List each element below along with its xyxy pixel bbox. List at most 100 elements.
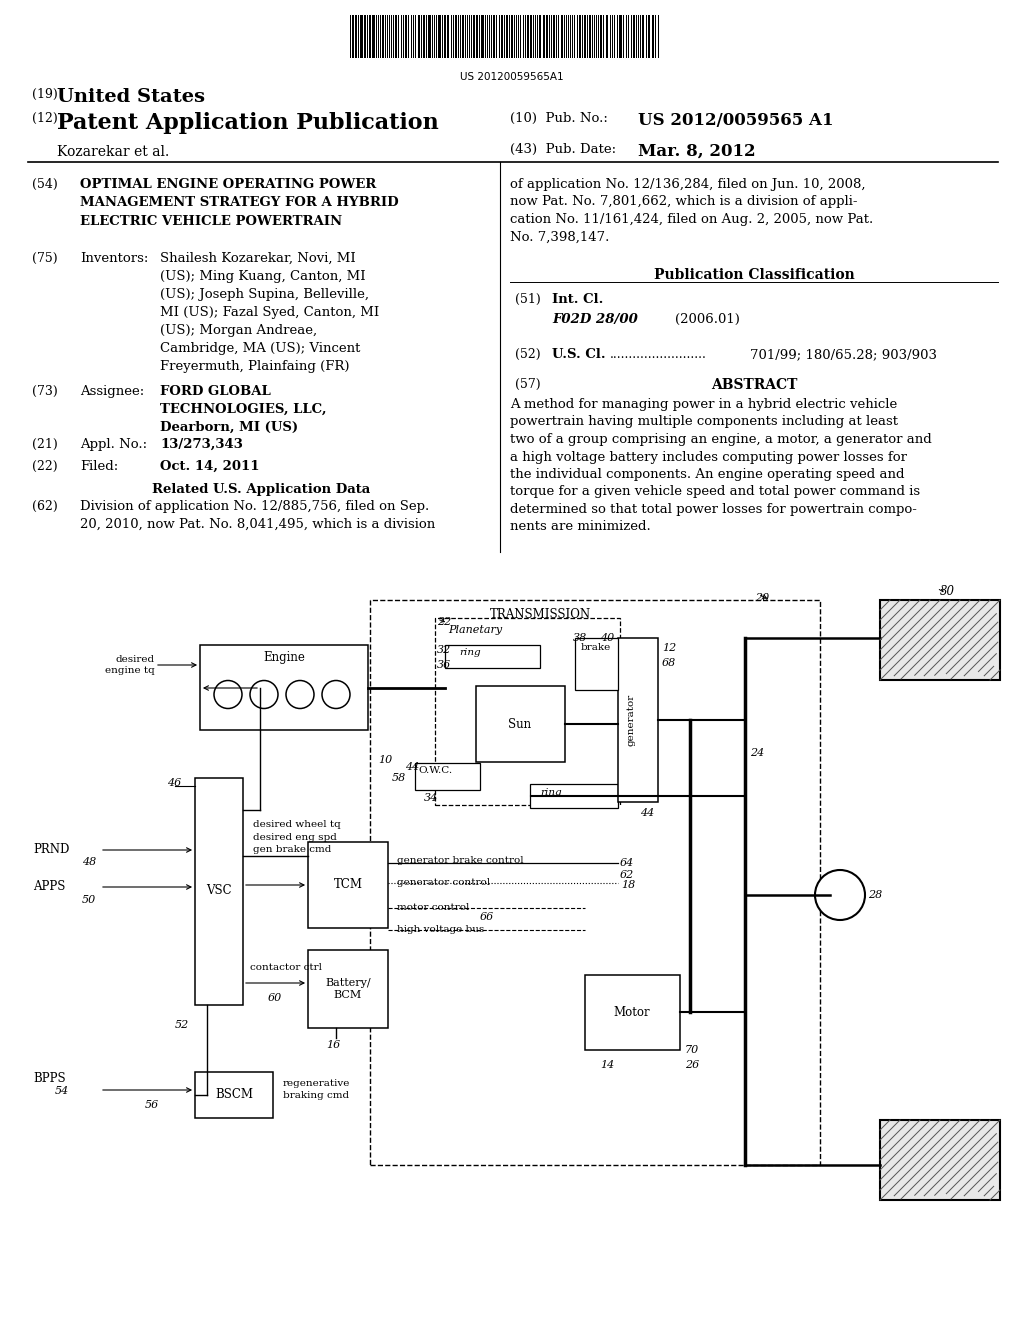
Text: A method for managing power in a hybrid electric vehicle
powertrain having multi: A method for managing power in a hybrid … (510, 399, 932, 533)
Text: 64: 64 (620, 858, 634, 869)
Circle shape (214, 681, 242, 709)
Bar (648, 15, 650, 58)
Text: 68: 68 (662, 657, 676, 668)
Text: 701/99; 180/65.28; 903/903: 701/99; 180/65.28; 903/903 (750, 348, 937, 360)
Text: 32: 32 (437, 645, 452, 655)
Bar (395, 15, 397, 58)
Text: 16: 16 (326, 1040, 340, 1049)
Text: US 2012/0059565 A1: US 2012/0059565 A1 (638, 112, 834, 129)
Text: United States: United States (57, 88, 205, 106)
Bar (455, 15, 457, 58)
Bar (428, 15, 431, 58)
Text: 30: 30 (940, 585, 955, 598)
Bar (642, 15, 644, 58)
Bar (352, 15, 354, 58)
Bar (476, 686, 565, 762)
Bar (360, 15, 362, 58)
Bar (506, 15, 508, 58)
Bar (462, 15, 464, 58)
Bar (618, 638, 658, 803)
Bar (575, 638, 618, 690)
Bar (473, 15, 475, 58)
Bar (476, 15, 478, 58)
Text: .........................: ......................... (610, 348, 707, 360)
Text: 18: 18 (621, 880, 635, 890)
Circle shape (286, 681, 314, 709)
Text: 26: 26 (685, 1060, 699, 1071)
Text: motor control: motor control (397, 903, 469, 912)
Bar (308, 842, 388, 928)
Text: (12): (12) (32, 112, 57, 125)
Text: (21): (21) (32, 438, 57, 451)
Bar (880, 1119, 1000, 1200)
Text: generator control: generator control (397, 878, 490, 887)
Text: 36: 36 (437, 660, 452, 671)
Text: Inventors:: Inventors: (80, 252, 148, 265)
Bar (589, 15, 591, 58)
Text: BPPS: BPPS (33, 1072, 66, 1085)
Bar (618, 15, 622, 58)
Text: (2006.01): (2006.01) (675, 313, 740, 326)
Bar (406, 15, 407, 58)
Bar (543, 15, 545, 58)
Bar (364, 15, 366, 58)
Text: Mar. 8, 2012: Mar. 8, 2012 (638, 143, 756, 160)
Text: 10: 10 (378, 755, 392, 766)
Text: (54): (54) (32, 178, 57, 191)
Bar (511, 15, 513, 58)
Text: 14: 14 (600, 1060, 614, 1071)
Text: generator: generator (626, 694, 635, 746)
Bar (585, 975, 680, 1049)
Bar (530, 15, 532, 58)
Text: 62: 62 (620, 870, 634, 880)
Bar (423, 15, 425, 58)
Circle shape (250, 681, 278, 709)
Text: 48: 48 (82, 857, 96, 867)
Bar (546, 15, 548, 58)
Text: Patent Application Publication: Patent Application Publication (57, 112, 438, 135)
Bar (633, 15, 635, 58)
Text: US 20120059565A1: US 20120059565A1 (460, 73, 564, 82)
Text: high voltage bus: high voltage bus (397, 925, 484, 935)
Text: U.S. Cl.: U.S. Cl. (552, 348, 605, 360)
Text: VSC: VSC (206, 884, 231, 898)
Text: desired wheel tq
desired eng spd
gen brake cmd: desired wheel tq desired eng spd gen bra… (253, 820, 341, 854)
Text: (62): (62) (32, 500, 57, 513)
Text: OPTIMAL ENGINE OPERATING POWER
MANAGEMENT STRATEGY FOR A HYBRID
ELECTRIC VEHICLE: OPTIMAL ENGINE OPERATING POWER MANAGEMEN… (80, 178, 398, 228)
Text: Oct. 14, 2011: Oct. 14, 2011 (160, 459, 259, 473)
Text: 58: 58 (392, 774, 407, 783)
Text: ABSTRACT: ABSTRACT (711, 378, 798, 392)
Bar (308, 950, 388, 1028)
Text: 34: 34 (424, 793, 438, 803)
Text: O.W.C.: O.W.C. (418, 766, 453, 775)
Text: PRND: PRND (33, 843, 70, 855)
Text: Engine: Engine (263, 651, 305, 664)
Bar (195, 777, 243, 1005)
Bar (539, 15, 541, 58)
Text: Filed:: Filed: (80, 459, 118, 473)
Text: 46: 46 (167, 777, 181, 788)
Text: 22: 22 (437, 616, 452, 627)
Bar (880, 601, 1000, 680)
Bar (447, 15, 449, 58)
Text: Sun: Sun (509, 718, 531, 730)
Text: TCM: TCM (334, 879, 362, 891)
Circle shape (322, 681, 350, 709)
Bar (372, 15, 375, 58)
Text: Appl. No.:: Appl. No.: (80, 438, 147, 451)
Text: 12: 12 (662, 643, 676, 653)
Text: F02D 28/00: F02D 28/00 (552, 313, 638, 326)
Bar (435, 618, 620, 805)
Text: Motor: Motor (613, 1006, 650, 1019)
Text: of application No. 12/136,284, filed on Jun. 10, 2008,
now Pat. No. 7,801,662, w: of application No. 12/136,284, filed on … (510, 178, 873, 243)
Text: Kozarekar et al.: Kozarekar et al. (57, 145, 169, 158)
Text: TRANSMISSION: TRANSMISSION (490, 609, 591, 620)
Text: regenerative
braking cmd: regenerative braking cmd (283, 1078, 350, 1100)
Text: 13/273,343: 13/273,343 (160, 438, 243, 451)
Text: 44: 44 (640, 808, 654, 818)
Text: ring: ring (459, 648, 480, 657)
Bar (579, 15, 581, 58)
Text: Battery/
BCM: Battery/ BCM (326, 978, 371, 1001)
Bar (584, 15, 586, 58)
Bar (445, 645, 540, 668)
